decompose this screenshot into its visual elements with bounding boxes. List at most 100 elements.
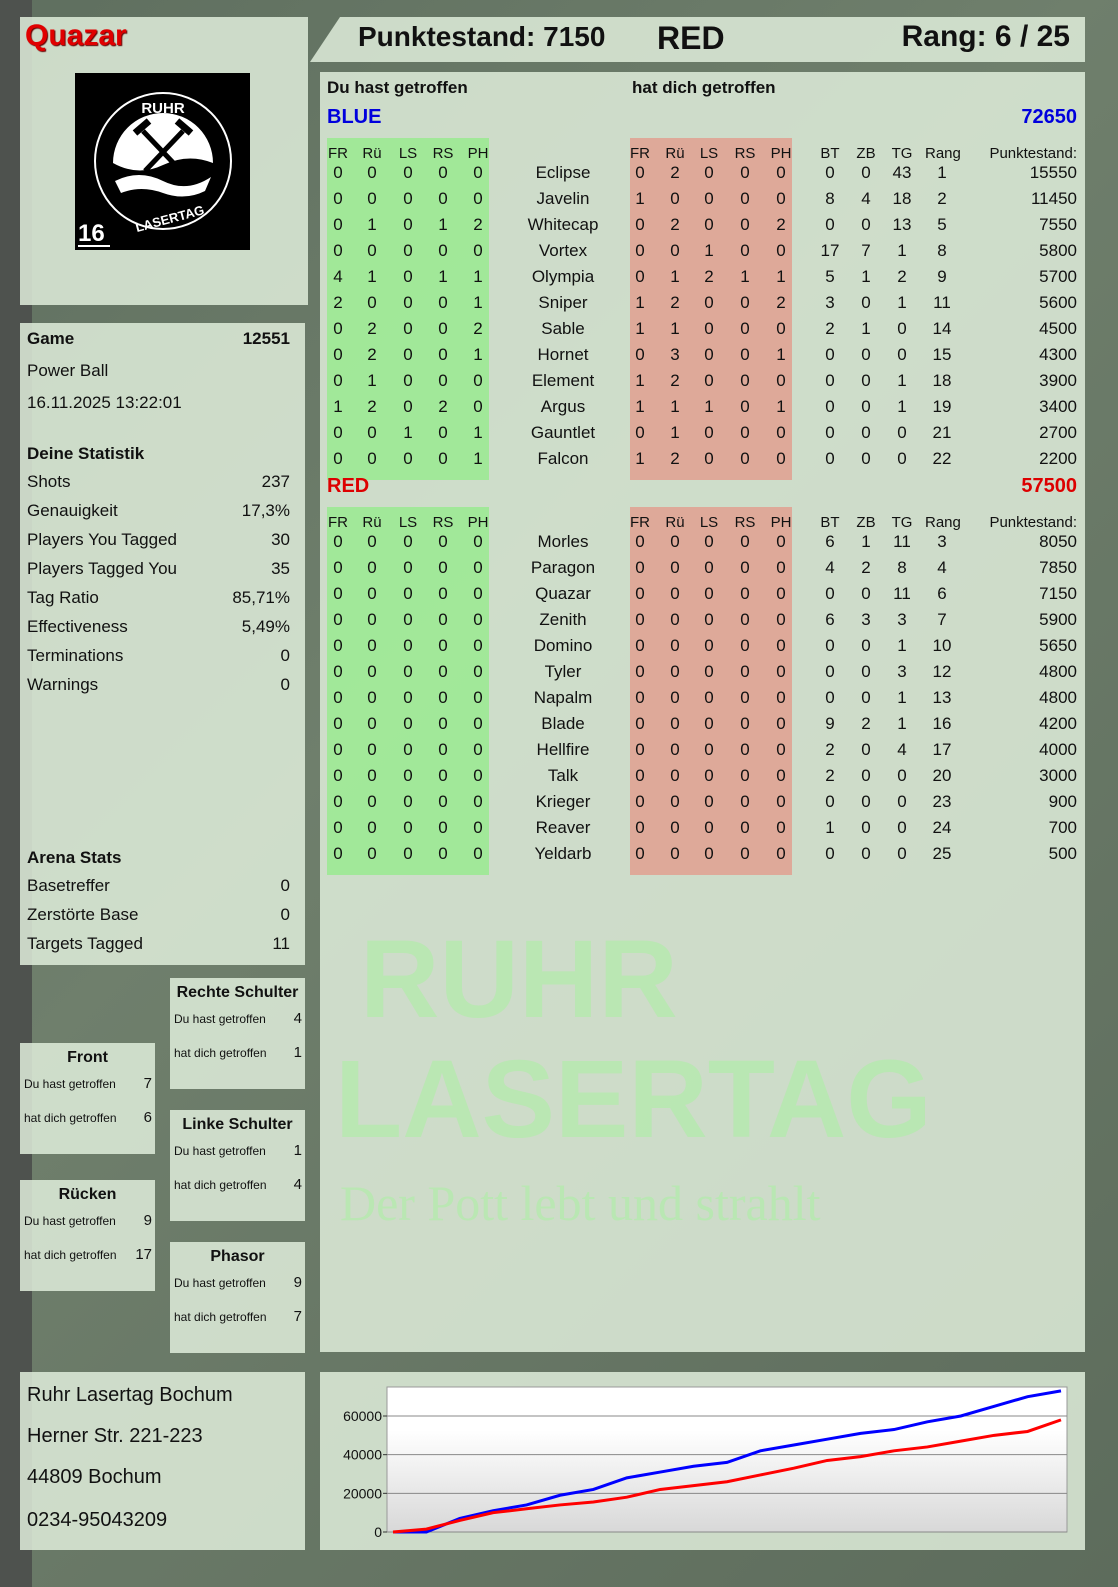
hit-you-value: 0: [367, 688, 377, 707]
player-name: Eclipse: [535, 163, 591, 182]
stat-value: 0: [861, 293, 871, 312]
stat-value: 0: [861, 740, 871, 759]
stat-value: 0: [825, 163, 835, 182]
team-name: BLUE: [327, 106, 382, 128]
stat-row: Players Tagged You 35: [27, 559, 290, 579]
hit-you-value: 0: [333, 740, 343, 759]
hit-you-value: 1: [473, 449, 483, 468]
header-bar: Punktestand: 7150 RED Rang: 6 / 25: [310, 17, 1085, 62]
column-header: ZB: [856, 514, 876, 531]
arena-row: Targets Tagged 11: [27, 934, 290, 954]
hit-you-value: 0: [333, 558, 343, 577]
stat-value: 0: [861, 345, 871, 364]
hit-you-value: 0: [473, 241, 483, 260]
player-score: 2700: [1039, 423, 1077, 442]
stat-value: 0: [897, 345, 907, 364]
stat-value: 17: [820, 241, 840, 260]
player-score: 5800: [1039, 241, 1077, 260]
stat-value: 0: [897, 449, 907, 468]
zone-hit-label: Du hast getroffen: [174, 1276, 266, 1290]
hit-you-value: 0: [473, 818, 483, 837]
hit-you-value: 0: [403, 319, 413, 338]
hit-you-value: 0: [333, 319, 343, 338]
hit-you-value: 1: [473, 293, 483, 312]
hit-by-value: 0: [740, 371, 750, 390]
hit-by-value: 0: [635, 818, 645, 837]
hit-you-value: 2: [473, 215, 483, 234]
stat-label: Terminations: [27, 646, 124, 665]
hit-by-value: 0: [704, 688, 714, 707]
hit-by-value: 0: [740, 189, 750, 208]
scoreboard-panel: Du hast getroffen hat dich getroffen BLU…: [320, 72, 1085, 1352]
hit-by-value: 0: [776, 423, 786, 442]
zone-title: Rechte Schulter: [176, 984, 299, 1001]
hit-by-value: 2: [704, 267, 714, 286]
address-line: 44809 Bochum: [27, 1466, 162, 1488]
hit-you-value: 0: [333, 189, 343, 208]
zone-hit-label: Du hast getroffen: [24, 1214, 116, 1228]
stat-value: 21: [932, 423, 952, 442]
stat-value: 8: [937, 241, 947, 260]
stat-value: 12: [932, 662, 952, 681]
hit-by-value: 0: [704, 610, 714, 629]
hit-by-value: 0: [670, 636, 680, 655]
hit-by-value: 0: [776, 740, 786, 759]
header-score: Punktestand: 7150: [358, 21, 606, 52]
stat-value: 5,49%: [241, 617, 290, 636]
hit-you-value: 0: [438, 662, 448, 681]
header-team: RED: [657, 20, 725, 56]
hit-you-value: 0: [403, 844, 413, 863]
hit-by-value: 0: [635, 636, 645, 655]
hit-you-value: 0: [333, 449, 343, 468]
hit-by-value: 2: [670, 215, 680, 234]
hit-you-value: 0: [473, 532, 483, 551]
header-rank: Rang: 6 / 25: [901, 20, 1070, 53]
hit-you-value: 0: [333, 215, 343, 234]
hit-by-value: 0: [776, 319, 786, 338]
hit-zone-front: Front Du hast getroffen 7 hat dich getroffe…: [20, 1043, 155, 1154]
hit-you-value: 0: [438, 345, 448, 364]
arena-row: Basetreffer 0: [27, 876, 290, 896]
hit-by-value: 1: [635, 371, 645, 390]
stat-value: 0: [825, 584, 835, 603]
hit-you-value: 2: [438, 397, 448, 416]
column-header: RS: [734, 514, 756, 531]
player-score: 5900: [1039, 610, 1077, 629]
hit-by-value: 1: [635, 189, 645, 208]
stat-value: 0: [825, 449, 835, 468]
hit-you-value: 0: [438, 610, 448, 629]
team-name: RED: [327, 475, 370, 497]
hit-by-value: 1: [635, 397, 645, 416]
hit-by-value: 1: [670, 267, 680, 286]
hit-you-value: 0: [367, 584, 377, 603]
hit-you-value: 0: [438, 319, 448, 338]
column-header: PH: [770, 145, 792, 162]
series-line-blue: [393, 1389, 1062, 1534]
stat-label: Tag Ratio: [27, 588, 99, 607]
y-tick-label: 0: [374, 1524, 382, 1540]
arena-row: Zerstörte Base 0: [27, 905, 290, 925]
hit-by-value: 0: [704, 423, 714, 442]
hit-by-value: 0: [670, 792, 680, 811]
stat-value: 13: [932, 688, 952, 707]
stat-value: 0: [861, 636, 871, 655]
hit-you-value: 0: [333, 662, 343, 681]
hit-by-value: 0: [776, 688, 786, 707]
hit-by-value: 0: [740, 558, 750, 577]
player-name: Hellfire: [536, 740, 590, 759]
hit-by-value: 1: [670, 423, 680, 442]
hit-by-value: 2: [670, 163, 680, 182]
stat-value: 24: [932, 818, 952, 837]
hit-by-value: 0: [740, 397, 750, 416]
hit-you-value: 0: [333, 818, 343, 837]
address-line: Herner Str. 221-223: [27, 1425, 203, 1447]
hit-by-value: 1: [740, 267, 750, 286]
hit-you-value: 0: [367, 610, 377, 629]
y-tick-label: 60000: [343, 1408, 382, 1424]
stat-value: 25: [932, 844, 952, 863]
game-id-row: Game 12551: [27, 329, 290, 349]
hit-you-value: 0: [473, 662, 483, 681]
player-name: Hornet: [537, 345, 589, 364]
hit-by-value: 1: [635, 293, 645, 312]
hit-by-value: 0: [704, 449, 714, 468]
